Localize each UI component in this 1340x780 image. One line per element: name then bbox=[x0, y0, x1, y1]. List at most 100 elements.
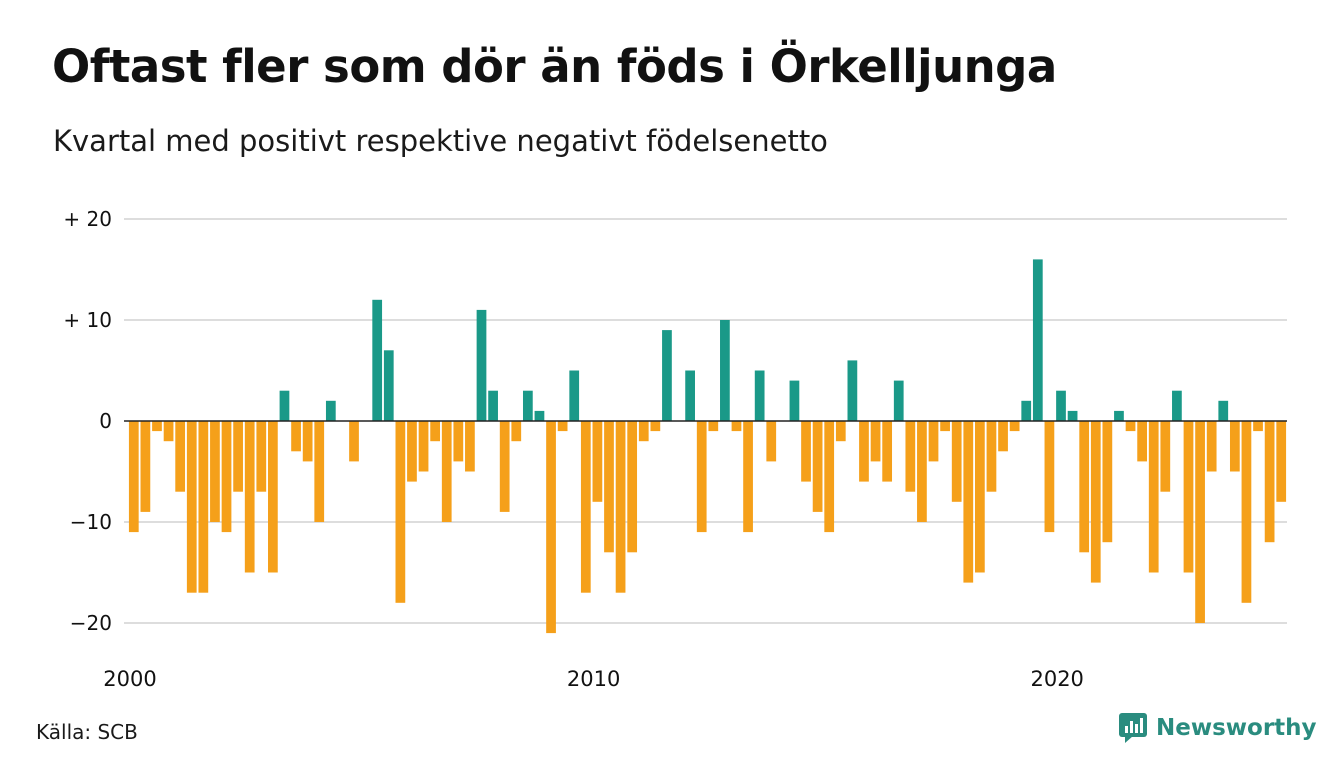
bar-negative bbox=[650, 421, 661, 432]
bar-positive bbox=[789, 380, 800, 421]
bars bbox=[128, 259, 1287, 634]
bar-positive bbox=[279, 390, 290, 421]
chart-subtitle: Kvartal med positivt respektive negativt… bbox=[53, 124, 828, 158]
bar-chart: + 20 + 10 0 −10 −20 2000 2010 2020 bbox=[63, 207, 1287, 691]
bar-positive bbox=[893, 380, 904, 421]
y-tick-label: −10 bbox=[70, 510, 112, 534]
bar-negative bbox=[1079, 421, 1090, 553]
bar-positive bbox=[488, 390, 498, 421]
chart-title: Oftast fler som dör än föds i Örkelljung… bbox=[52, 40, 1057, 93]
bar-negative bbox=[291, 421, 301, 452]
bar-positive bbox=[325, 400, 336, 421]
bar-negative bbox=[882, 421, 893, 482]
bar-negative bbox=[221, 421, 232, 533]
bar-negative bbox=[812, 421, 823, 512]
bar-negative bbox=[233, 421, 243, 492]
bar-positive bbox=[662, 330, 672, 421]
bar-negative bbox=[696, 421, 707, 533]
bar-negative bbox=[615, 421, 626, 593]
bar-negative bbox=[128, 421, 139, 533]
y-tick-label: −20 bbox=[70, 611, 112, 635]
bar-negative bbox=[940, 421, 950, 432]
bar-negative bbox=[1044, 421, 1055, 533]
y-tick-label: 0 bbox=[99, 409, 112, 433]
bar-negative bbox=[1241, 421, 1252, 603]
bar-negative bbox=[1125, 421, 1136, 432]
bar-negative bbox=[766, 421, 777, 462]
bar-negative bbox=[175, 421, 186, 492]
bar-positive bbox=[720, 320, 730, 421]
bar-negative bbox=[349, 421, 359, 462]
bar-positive bbox=[847, 360, 858, 421]
bar-negative bbox=[210, 421, 220, 522]
bar-positive bbox=[1056, 390, 1066, 421]
bar-negative bbox=[1137, 421, 1147, 462]
bar-negative bbox=[268, 421, 278, 573]
bar-negative bbox=[557, 421, 568, 432]
bar-negative bbox=[731, 421, 742, 432]
newsworthy-logo-icon bbox=[1119, 713, 1147, 743]
bar-negative bbox=[198, 421, 209, 593]
bar-negative bbox=[905, 421, 916, 492]
bar-negative bbox=[951, 421, 962, 502]
bar-negative bbox=[244, 421, 255, 573]
brand-logo: Newsworthy bbox=[1118, 712, 1317, 744]
x-tick-label: 2010 bbox=[567, 667, 620, 691]
bar-negative bbox=[1183, 421, 1194, 573]
bar-negative bbox=[835, 421, 846, 442]
bar-negative bbox=[1276, 421, 1287, 502]
bar-negative bbox=[986, 421, 997, 492]
bar-positive bbox=[1218, 400, 1229, 421]
x-tick-label: 2020 bbox=[1030, 667, 1083, 691]
bar-negative bbox=[963, 421, 974, 583]
bar-negative bbox=[870, 421, 881, 462]
bar-negative bbox=[859, 421, 869, 482]
x-axis-ticks: 2000 2010 2020 bbox=[103, 667, 1084, 691]
bar-negative bbox=[1206, 421, 1217, 472]
bar-negative bbox=[708, 421, 719, 432]
bar-positive bbox=[534, 410, 545, 421]
bar-positive bbox=[1114, 410, 1124, 421]
y-axis-ticks: + 20 + 10 0 −10 −20 bbox=[63, 207, 112, 635]
bar-negative bbox=[546, 421, 556, 634]
bar-negative bbox=[140, 421, 151, 512]
bar-negative bbox=[824, 421, 835, 533]
bar-negative bbox=[627, 421, 638, 553]
bar-negative bbox=[801, 421, 811, 482]
bar-negative bbox=[152, 421, 162, 432]
bar-negative bbox=[453, 421, 464, 462]
bar-negative bbox=[465, 421, 475, 472]
bar-negative bbox=[604, 421, 614, 553]
y-tick-label: + 20 bbox=[63, 207, 112, 231]
bar-negative bbox=[256, 421, 267, 492]
bar-negative bbox=[592, 421, 603, 502]
bar-negative bbox=[998, 421, 1008, 452]
bar-negative bbox=[917, 421, 927, 522]
y-tick-label: + 10 bbox=[63, 308, 112, 332]
bar-positive bbox=[1032, 259, 1043, 421]
bar-negative bbox=[1195, 421, 1205, 623]
bar-negative bbox=[1253, 421, 1263, 432]
bar-positive bbox=[372, 299, 383, 421]
bar-positive bbox=[685, 370, 695, 421]
bar-negative bbox=[1264, 421, 1275, 543]
bar-positive bbox=[1021, 400, 1032, 421]
bar-negative bbox=[1160, 421, 1171, 492]
bar-negative bbox=[743, 421, 753, 533]
bar-negative bbox=[511, 421, 522, 442]
source-note: Källa: SCB bbox=[36, 720, 138, 744]
bar-positive bbox=[754, 370, 765, 421]
bar-positive bbox=[476, 309, 487, 421]
bar-negative bbox=[1148, 421, 1159, 573]
bar-positive bbox=[522, 390, 533, 421]
bar-negative bbox=[638, 421, 649, 442]
bar-positive bbox=[569, 370, 580, 421]
bar-negative bbox=[441, 421, 452, 522]
bar-negative bbox=[975, 421, 985, 573]
brand-name: Newsworthy bbox=[1156, 715, 1317, 741]
bar-positive bbox=[1067, 410, 1078, 421]
bar-negative bbox=[407, 421, 417, 482]
bar-negative bbox=[928, 421, 939, 462]
bar-negative bbox=[1009, 421, 1020, 432]
bar-negative bbox=[186, 421, 197, 593]
